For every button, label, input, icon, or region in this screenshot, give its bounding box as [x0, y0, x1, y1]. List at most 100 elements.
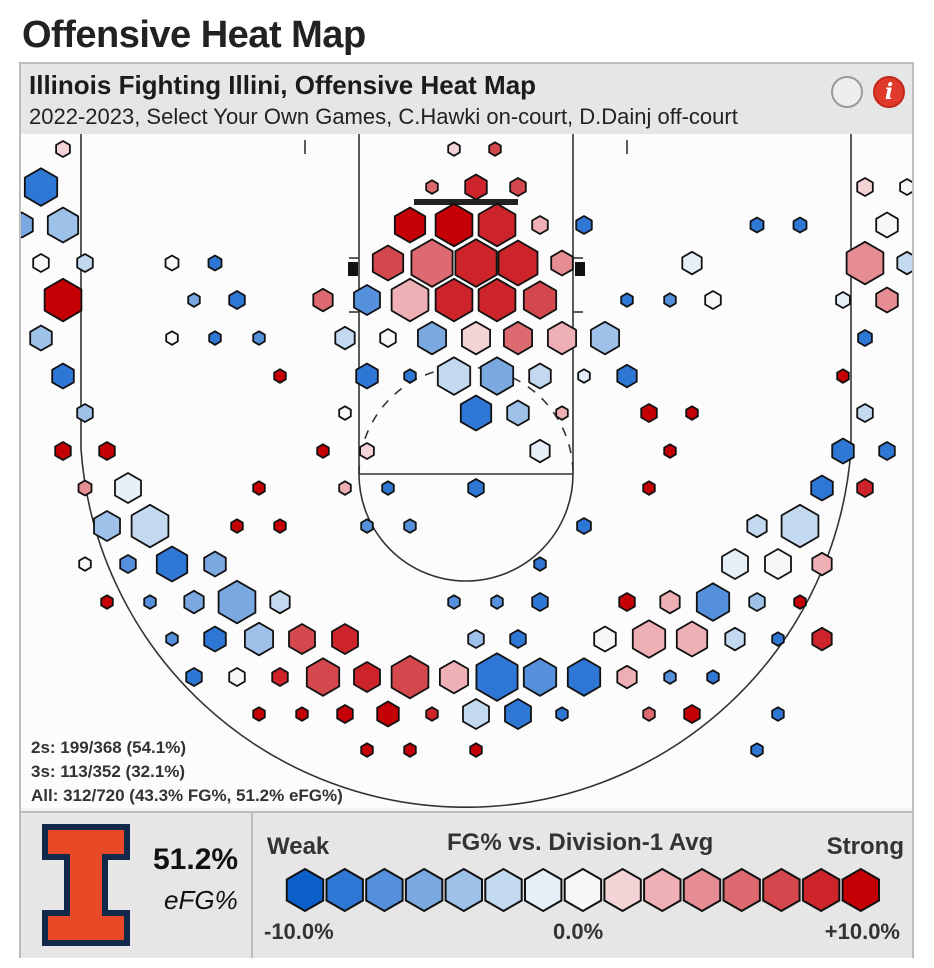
heat-hexagon: [165, 330, 179, 346]
legend-hexagon: [365, 867, 404, 913]
heat-hexagon: [403, 742, 417, 758]
heat-hexagon: [228, 290, 246, 310]
heat-hexagon: [555, 706, 569, 722]
legend-hexagon: [285, 867, 325, 913]
heat-hexagon: [462, 698, 490, 730]
heat-hexagon: [353, 284, 381, 316]
heat-hexagon: [436, 356, 472, 396]
heat-hexagon: [273, 518, 287, 534]
heat-hexagon: [721, 548, 749, 580]
heat-hexagon: [447, 594, 461, 610]
heat-hexagon: [376, 700, 400, 728]
heat-hexagon: [555, 405, 569, 421]
heat-hexagon: [683, 704, 701, 724]
heat-hexagon: [203, 550, 227, 578]
legend-max-label: +10.0%: [824, 919, 900, 944]
heat-hexagon: [509, 177, 527, 197]
heat-hexagon: [130, 503, 170, 549]
heat-hexagon: [76, 253, 94, 273]
heat-hexagon: [576, 517, 592, 535]
twos-stat: 2s: 199/368 (54.1%): [31, 738, 186, 757]
heat-hexagon: [857, 329, 873, 347]
legend-hexagon: [841, 867, 880, 913]
efg-value: 51.2%: [153, 843, 239, 876]
heat-hexagon: [312, 287, 334, 313]
heat-hexagon: [338, 480, 352, 496]
heat-hexagon: [252, 706, 266, 722]
heat-hexagon: [550, 249, 574, 277]
heat-hexagon: [663, 292, 677, 308]
heat-hexagon: [704, 290, 722, 310]
summary-footer: 51.2% eFG% Weak FG% vs. Division-1 Avg S…: [21, 811, 912, 958]
heat-hexagon: [334, 325, 356, 351]
heat-hexagon: [434, 202, 474, 248]
toggle-circle-button[interactable]: [831, 76, 863, 108]
heat-hexagon: [533, 556, 547, 572]
info-icon[interactable]: i: [873, 76, 905, 108]
heat-hexagon: [566, 657, 602, 697]
heat-hexagon: [640, 403, 658, 423]
legend-hexagon: [801, 867, 841, 913]
heat-hexagon: [228, 667, 246, 687]
legend-hexagon: [325, 867, 364, 913]
legend-hexagon: [563, 867, 603, 913]
legend-hexagon: [603, 867, 642, 913]
heat-hexagon: [76, 403, 94, 423]
heat-hexagon: [410, 238, 454, 288]
heat-hexagon: [269, 589, 291, 615]
heat-hexagon: [780, 503, 820, 549]
heat-hexagon: [54, 441, 72, 461]
heat-hexagon: [439, 659, 469, 695]
heat-hexagon: [746, 513, 768, 539]
heat-hexagon: [461, 320, 491, 356]
heat-hexagon: [208, 330, 222, 346]
heat-hexagon: [575, 215, 593, 235]
heat-hexagon: [459, 394, 493, 432]
heat-hexagon: [675, 620, 709, 658]
heat-hexagon: [390, 277, 430, 323]
heat-hexagon: [547, 320, 577, 356]
heat-hexagon: [835, 291, 851, 309]
heat-hexagon: [252, 330, 266, 346]
court-heat-map: [21, 134, 912, 808]
heat-hexagon: [273, 368, 287, 384]
heat-hexagon: [896, 250, 912, 276]
panel-header: Illinois Fighting Illini, Offensive Heat…: [21, 64, 912, 135]
heat-hexagon: [509, 629, 527, 649]
heat-hexagon: [831, 437, 855, 465]
heat-hexagon: [810, 474, 834, 502]
heat-hexagon: [475, 652, 519, 702]
heat-hexagon: [360, 518, 374, 534]
legend-strong-label: Strong: [826, 833, 904, 860]
heat-hexagon: [185, 667, 203, 687]
legend-hexagon: [682, 867, 722, 913]
heat-hexagon: [454, 238, 498, 288]
heat-hexagon: [425, 706, 439, 722]
heat-hexagon: [78, 556, 92, 572]
heat-hexagon: [114, 472, 142, 504]
heat-hexagon: [100, 594, 114, 610]
heat-hexagon: [593, 625, 617, 653]
heat-hexagon: [360, 742, 374, 758]
heat-hexagon: [32, 253, 50, 273]
legend-min-label: -10.0%: [264, 919, 334, 944]
heat-hexagon: [522, 280, 558, 320]
legend-title: FG% vs. Division-1 Avg: [447, 829, 714, 856]
legend-hexagon: [404, 867, 444, 913]
heat-hexagon: [749, 216, 765, 234]
heat-hexagon: [331, 623, 359, 655]
heat-hexagon: [23, 167, 59, 207]
heat-hexagon: [29, 324, 53, 352]
legend-hexagon: [444, 867, 483, 913]
legend-color-scale: [285, 867, 880, 913]
heat-hexagon: [811, 626, 833, 652]
heat-hexagon: [467, 629, 485, 649]
heat-hexagon: [685, 405, 699, 421]
heat-hexagon: [811, 551, 833, 577]
heat-hexagon: [464, 173, 488, 201]
heat-hexagon: [899, 178, 912, 196]
heat-hexagon: [244, 621, 274, 657]
heat-hexagon: [469, 742, 483, 758]
heat-hexagon: [488, 141, 502, 157]
lane-block-right: [575, 262, 585, 276]
